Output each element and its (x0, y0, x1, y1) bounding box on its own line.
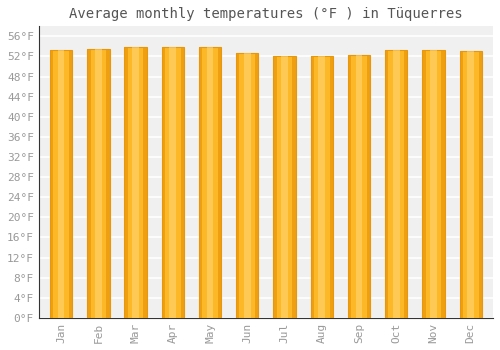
Bar (236, 53, 258, 318)
Bar (422, 50, 426, 318)
Bar (236, 53, 240, 318)
Bar (206, 47, 214, 318)
Bar (404, 50, 407, 318)
Bar (356, 55, 362, 318)
Bar (124, 47, 147, 318)
Bar (255, 53, 258, 318)
Bar (218, 47, 222, 318)
Bar (292, 56, 296, 318)
Bar (367, 55, 370, 318)
Bar (281, 56, 288, 318)
Bar (310, 56, 314, 318)
Bar (87, 49, 90, 318)
Bar (442, 50, 444, 318)
Bar (244, 53, 250, 318)
Bar (385, 50, 407, 318)
Bar (106, 49, 110, 318)
Bar (460, 51, 482, 318)
Bar (348, 55, 351, 318)
Bar (87, 49, 110, 318)
Bar (132, 47, 139, 318)
Bar (478, 51, 482, 318)
Bar (385, 50, 388, 318)
Bar (50, 50, 53, 318)
Title: Average monthly temperatures (°F ) in Tüquerres: Average monthly temperatures (°F ) in Tü… (69, 7, 462, 21)
Bar (58, 50, 64, 318)
Bar (393, 50, 400, 318)
Bar (170, 47, 176, 318)
Bar (180, 47, 184, 318)
Bar (199, 47, 202, 318)
Bar (430, 50, 437, 318)
Bar (199, 47, 222, 318)
Bar (318, 56, 325, 318)
Bar (330, 56, 333, 318)
Bar (274, 56, 295, 318)
Bar (144, 47, 147, 318)
Bar (50, 50, 72, 318)
Bar (274, 56, 276, 318)
Bar (348, 55, 370, 318)
Bar (95, 49, 102, 318)
Bar (162, 47, 165, 318)
Bar (124, 47, 128, 318)
Bar (460, 51, 463, 318)
Bar (422, 50, 444, 318)
Bar (310, 56, 333, 318)
Bar (468, 51, 474, 318)
Bar (69, 50, 72, 318)
Bar (162, 47, 184, 318)
